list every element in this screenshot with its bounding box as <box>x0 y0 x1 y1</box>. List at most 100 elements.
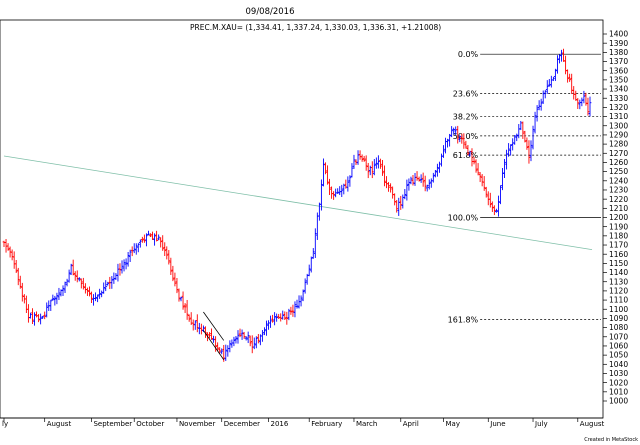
ohlc-bar <box>582 90 586 104</box>
fib-label: 100.0% <box>448 214 479 223</box>
ohlc-bar <box>244 336 248 341</box>
chart-subtitle: PREC.M.XAU= (1,334.41, 1,337.24, 1,330.0… <box>190 23 441 32</box>
ohlc-bar <box>199 323 203 335</box>
ohlc-bar <box>102 282 106 294</box>
ohlc-bar <box>169 257 173 275</box>
y-tick-label: 1380 <box>609 48 628 57</box>
ohlc-bar <box>336 188 340 194</box>
ohlc-bar <box>210 328 213 340</box>
ohlc-bar <box>482 176 486 191</box>
ohlc-bar <box>452 127 456 135</box>
ohlc-bar <box>256 333 260 344</box>
ohlc-bar <box>177 288 181 302</box>
ohlc-bar <box>393 193 397 206</box>
ohlc-bar <box>149 233 152 237</box>
ohlc-bar <box>513 135 517 145</box>
ohlc-bar <box>216 342 220 352</box>
ohlc-bar <box>525 137 529 150</box>
ohlc-bar <box>350 163 354 178</box>
y-tick-label: 1100 <box>609 305 628 314</box>
ohlc-bar <box>423 175 427 192</box>
ohlc-bar <box>98 288 102 299</box>
ohlc-bar <box>69 263 73 275</box>
y-tick-label: 1070 <box>609 332 628 341</box>
ohlc-bar <box>287 308 291 321</box>
ohlc-bar <box>533 111 537 134</box>
ohlc-bar <box>73 271 77 281</box>
ohlc-bar <box>167 250 171 265</box>
ohlc-bar <box>352 154 356 169</box>
y-tick-label: 1310 <box>609 112 628 121</box>
y-tick-label: 1220 <box>609 195 628 204</box>
ohlc-bar <box>86 287 89 296</box>
ohlc-bar <box>110 276 114 289</box>
ohlc-bar <box>322 158 325 187</box>
ohlc-bar <box>218 347 222 354</box>
ohlc-bar <box>77 277 81 282</box>
ohlc-bar <box>220 348 224 355</box>
fib-label: 0.0% <box>458 50 479 59</box>
ohlc-bar <box>299 295 303 307</box>
ohlc-bar <box>472 156 476 165</box>
ohlc-bar <box>433 169 437 178</box>
ohlc-bar <box>254 336 258 349</box>
ohlc-bar <box>405 179 409 201</box>
ohlc-bar <box>263 327 266 336</box>
ohlc-bar <box>165 246 169 260</box>
ohlc-bar <box>562 48 565 62</box>
ohlc-bar <box>383 165 386 187</box>
ohlc-bar <box>118 263 122 276</box>
y-tick-label: 1020 <box>609 378 628 387</box>
y-axis: 1000101010201030104010501060107010801090… <box>603 30 628 406</box>
ohlc-bar <box>228 340 232 353</box>
ohlc-bar <box>124 258 128 270</box>
y-tick-label: 1180 <box>609 231 628 240</box>
ohlc-bar <box>281 310 285 320</box>
ohlc-bar <box>395 199 399 213</box>
ohlc-bar <box>187 314 191 322</box>
ohlc-bar <box>425 184 429 192</box>
ohlc-bar <box>79 278 83 289</box>
y-tick-label: 1190 <box>609 222 628 231</box>
ohlc-bar <box>193 320 197 330</box>
ohlc-bar <box>291 304 295 317</box>
ohlc-bar <box>529 140 533 162</box>
chart-title: 09/08/2016 <box>246 7 295 17</box>
ohlc-bar <box>195 314 199 333</box>
ohlc-bar <box>320 179 323 211</box>
ohlc-bar <box>289 306 293 315</box>
ohlc-bar <box>464 140 468 149</box>
ohlc-bar <box>387 182 390 192</box>
ohlc-bar <box>507 143 511 157</box>
ohlc-bar <box>39 313 43 325</box>
y-tick-label: 1290 <box>609 131 628 140</box>
wedge-pattern <box>203 311 225 360</box>
ohlc-bar <box>427 179 431 190</box>
y-tick-label: 1370 <box>609 57 628 66</box>
ohlc-bar <box>283 311 287 320</box>
ohlc-bar <box>183 303 187 314</box>
ohlc-bar <box>499 185 502 205</box>
x-tick-label: ly <box>2 420 8 428</box>
ohlc-bar <box>313 228 317 258</box>
ohlc-bar <box>476 163 480 176</box>
ohlc-bar <box>16 267 20 286</box>
ohlc-bar <box>67 269 71 283</box>
ohlc-bar <box>370 161 374 179</box>
ohlc-bar <box>61 285 65 296</box>
ohlc-bar <box>140 236 144 243</box>
ohlc-bar <box>252 337 256 350</box>
ohlc-bar <box>126 251 130 267</box>
x-tick-label: February <box>311 420 342 428</box>
ohlc-bar <box>364 155 368 171</box>
fib-label: 50.0% <box>453 132 479 141</box>
ohlc-bar <box>531 125 535 150</box>
y-tick-label: 1250 <box>609 167 628 176</box>
ohlc-bar <box>63 281 67 293</box>
ohlc-bar <box>132 243 136 254</box>
ohlc-bar <box>18 275 22 289</box>
ohlc-bar <box>435 163 439 177</box>
ohlc-bar <box>566 69 570 83</box>
ohlc-bar <box>409 176 413 185</box>
y-tick-label: 1130 <box>609 277 628 286</box>
